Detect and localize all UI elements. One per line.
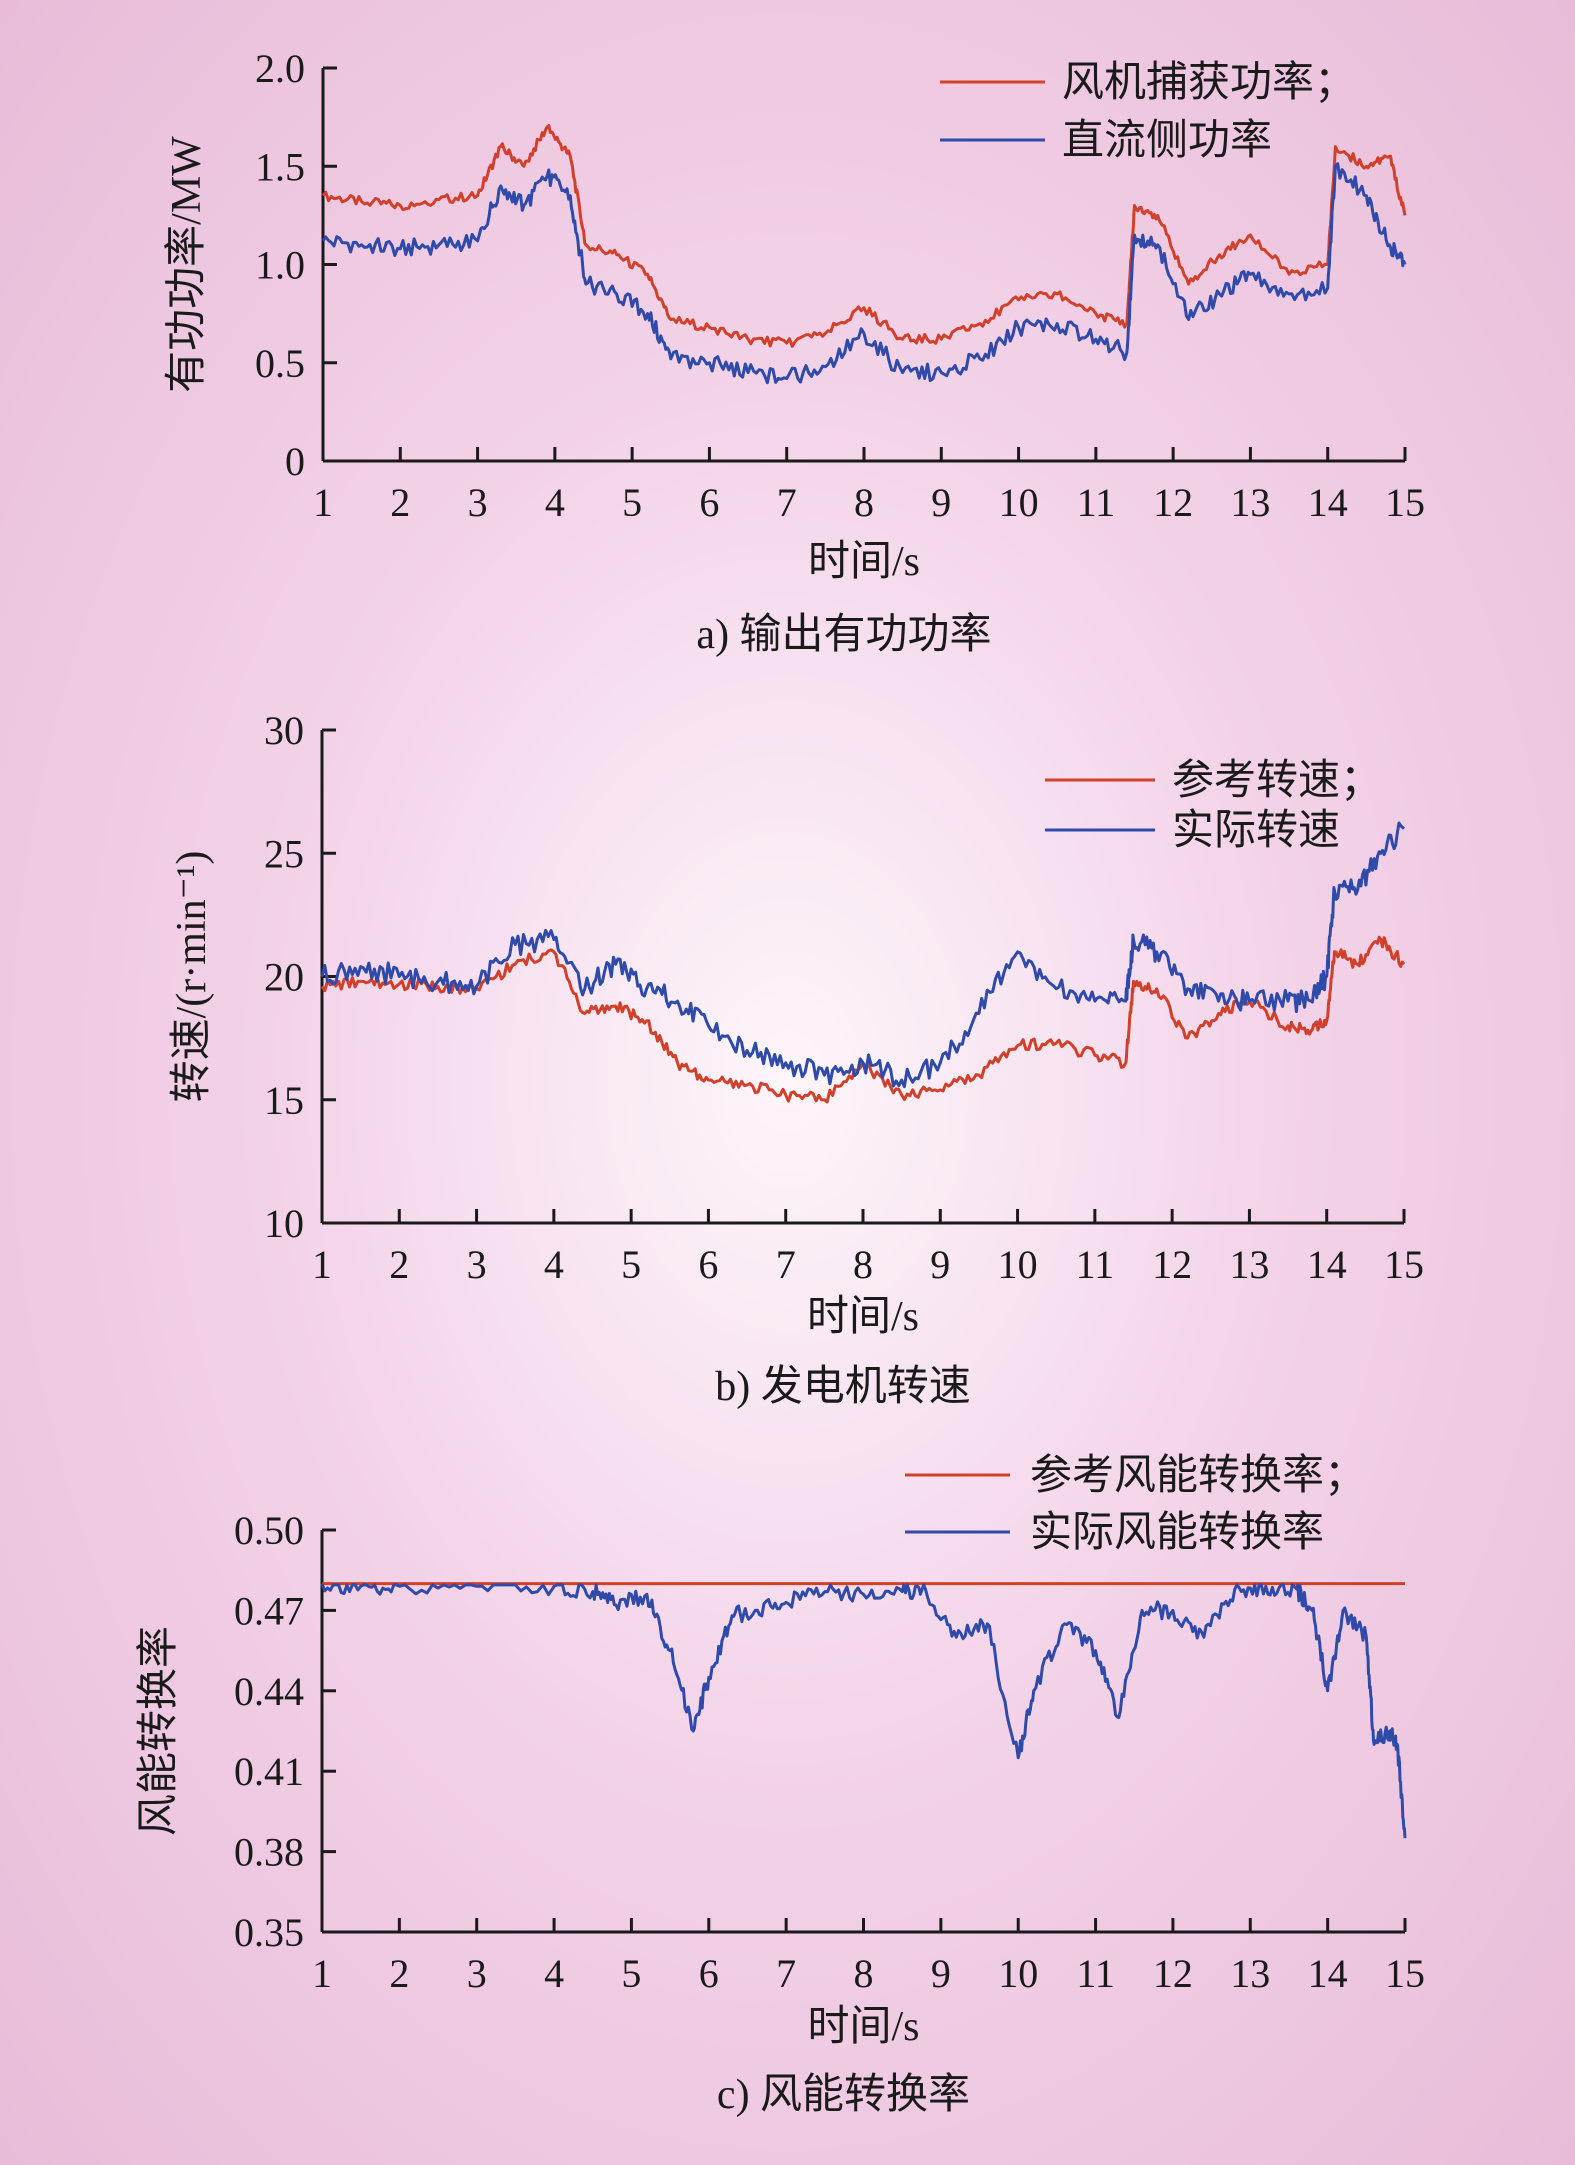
x-tick-label: 14: [1308, 1951, 1348, 1996]
x-tick-label: 1: [312, 1242, 332, 1287]
x-tick-label: 7: [776, 1951, 796, 1996]
x-tick-label: 5: [621, 1242, 641, 1287]
y-tick-label: 2.0: [255, 46, 305, 91]
chart-caption: b) 发电机转速: [715, 1364, 971, 1410]
actual-series-line: [320, 821, 1405, 1089]
x-tick-label: 12: [1153, 480, 1193, 525]
y-tick-label: 30: [264, 708, 304, 753]
x-tick-label: 3: [467, 1951, 487, 1996]
x-tick-label: 15: [1385, 1951, 1425, 1996]
x-tick-label: 6: [699, 480, 719, 525]
x-tick-label: 5: [621, 1951, 641, 1996]
legend-label: 参考转速；: [1172, 757, 1382, 804]
chart-caption: a) 输出有功功率: [696, 611, 991, 658]
y-tick-label: 10: [264, 1201, 304, 1246]
y-tick-label: 0.47: [234, 1588, 304, 1633]
x-tick-label: 8: [854, 480, 874, 525]
actual-series-line: [321, 162, 1407, 385]
y-tick-label: 0.44: [234, 1669, 304, 1714]
x-tick-label: 10: [998, 1242, 1038, 1287]
x-tick-label: 2: [390, 480, 410, 525]
y-tick-label: 0.50: [234, 1508, 304, 1553]
x-tick-label: 1: [313, 480, 333, 525]
x-tick-label: 7: [777, 480, 797, 525]
y-tick-label: 0.5: [255, 341, 305, 386]
x-tick-label: 8: [853, 1242, 873, 1287]
reference-series-line: [320, 935, 1406, 1104]
x-tick-label: 2: [389, 1242, 409, 1287]
legend-label: 实际风能转换率: [1030, 1509, 1324, 1556]
x-tick-label: 5: [622, 480, 642, 525]
x-tick-label: 14: [1308, 480, 1348, 525]
x-tick-label: 4: [544, 1242, 564, 1287]
y-tick-label: 20: [264, 955, 304, 1000]
x-tick-label: 10: [999, 480, 1039, 525]
x-axis-title: 时间/s: [807, 1294, 919, 1340]
x-tick-label: 10: [998, 1951, 1038, 1996]
y-tick-label: 0.38: [234, 1830, 304, 1875]
x-tick-label: 7: [776, 1242, 796, 1287]
x-tick-label: 1: [312, 1951, 332, 1996]
x-tick-label: 13: [1229, 1242, 1269, 1287]
x-tick-label: 11: [1076, 1242, 1115, 1287]
y-axis-title: 转速/(r·min⁻¹): [169, 851, 215, 1103]
x-tick-label: 13: [1230, 480, 1270, 525]
x-tick-label: 4: [545, 480, 565, 525]
chart-caption: c) 风能转换率: [717, 2071, 970, 2118]
x-tick-label: 11: [1076, 1951, 1115, 1996]
x-tick-label: 9: [930, 1242, 950, 1287]
x-tick-label: 12: [1152, 1242, 1192, 1287]
x-tick-label: 3: [468, 480, 488, 525]
y-tick-label: 0: [285, 439, 305, 484]
x-tick-label: 9: [931, 480, 951, 525]
legend-label: 直流侧功率: [1062, 117, 1272, 164]
x-tick-label: 6: [699, 1951, 719, 1996]
legend-label: 风机捕获功率；: [1062, 59, 1356, 106]
legend-label: 参考风能转换率；: [1030, 1452, 1366, 1499]
y-tick-label: 25: [264, 831, 304, 876]
y-tick-label: 0.35: [234, 1910, 304, 1955]
x-tick-label: 15: [1384, 1242, 1424, 1287]
y-tick-label: 0.41: [234, 1749, 304, 1794]
y-tick-label: 15: [264, 1078, 304, 1123]
x-tick-label: 11: [1077, 480, 1116, 525]
x-tick-label: 8: [854, 1951, 874, 1996]
x-axis-title: 时间/s: [808, 539, 920, 585]
actual-series-line: [320, 1583, 1407, 1839]
x-tick-label: 13: [1230, 1951, 1270, 1996]
x-tick-label: 6: [698, 1242, 718, 1287]
y-tick-label: 1.5: [255, 144, 305, 189]
x-tick-label: 14: [1307, 1242, 1347, 1287]
chart-generator-speed: 1 2 3 4 5 6 7 8 9 10 11 12 13 14 151015202530参考转速；实际转速…: [169, 708, 1424, 1410]
x-tick-label: 9: [931, 1951, 951, 1996]
x-tick-label: 3: [467, 1242, 487, 1287]
y-axis-title: 风能转换率: [135, 1626, 182, 1836]
legend-label: 实际转速: [1172, 807, 1340, 854]
x-tick-label: 2: [389, 1951, 409, 1996]
x-tick-label: 15: [1385, 480, 1425, 525]
y-tick-label: 1.0: [255, 243, 305, 288]
reference-series-line: [321, 124, 1407, 348]
x-tick-label: 4: [544, 1951, 564, 1996]
y-axis-title: 有功功率/MW: [163, 136, 210, 393]
x-tick-label: 12: [1153, 1951, 1193, 1996]
x-axis-title: 时间/s: [807, 2004, 919, 2050]
chart-wind-energy-conversion: 1 2 3 4 5 6 7 8 9 10 11 12 13 14 150.350.380.410.440.4…: [135, 1452, 1425, 2118]
